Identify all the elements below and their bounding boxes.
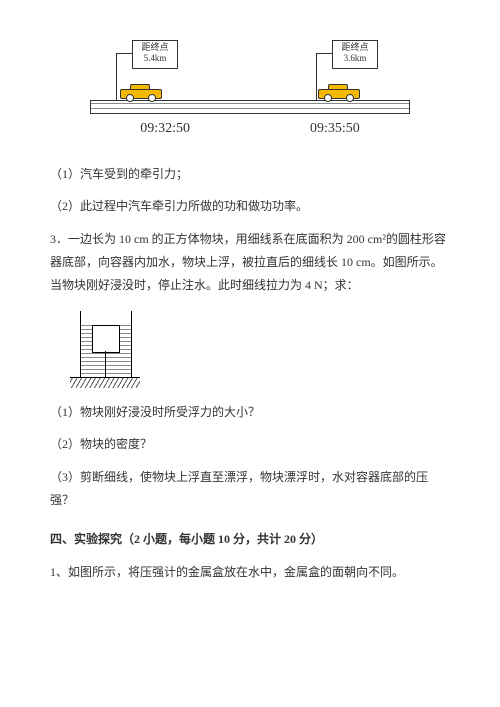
sign-2-line-2: 3.6km xyxy=(333,53,377,64)
q3-item-1: （1）物块刚好浸没时所受浮力的大小？ xyxy=(50,401,450,424)
sign-1-line-1: 距终点 xyxy=(133,42,177,53)
beaker-block-figure xyxy=(70,311,138,387)
q2-item-1: （1）汽车受到的牵引力； xyxy=(50,163,450,186)
car-1 xyxy=(120,88,160,102)
car-2 xyxy=(318,88,358,102)
q3-item-2: （2）物块的密度？ xyxy=(50,433,450,456)
road xyxy=(90,100,410,114)
section-4-title: 四、实验探究（2 小题，每小题 10 分，共计 20 分） xyxy=(50,528,450,551)
section-4-q1: 1、如图所示，将压强计的金属盒放在水中，金属盒的面朝向不同。 xyxy=(50,561,450,584)
sign-2-line-1: 距终点 xyxy=(333,42,377,53)
time-label-2: 09:35:50 xyxy=(310,116,360,143)
q3-stem: 3．一边长为 10 cm 的正方体物块，用细线系在底面积为 200 cm²的圆柱… xyxy=(50,228,450,296)
q2-item-2: （2）此过程中汽车牵引力所做的功和做功功率。 xyxy=(50,195,450,218)
time-label-1: 09:32:50 xyxy=(140,116,190,143)
sign-1-line-2: 5.4km xyxy=(133,53,177,64)
q3-item-3: （3）剪断细线，使物块上浮直至漂浮，物块漂浮时，水对容器底部的压强？ xyxy=(50,466,450,512)
car-sign-figure: 距终点 5.4km 距终点 3.6km 09:32:50 09: xyxy=(50,40,450,143)
